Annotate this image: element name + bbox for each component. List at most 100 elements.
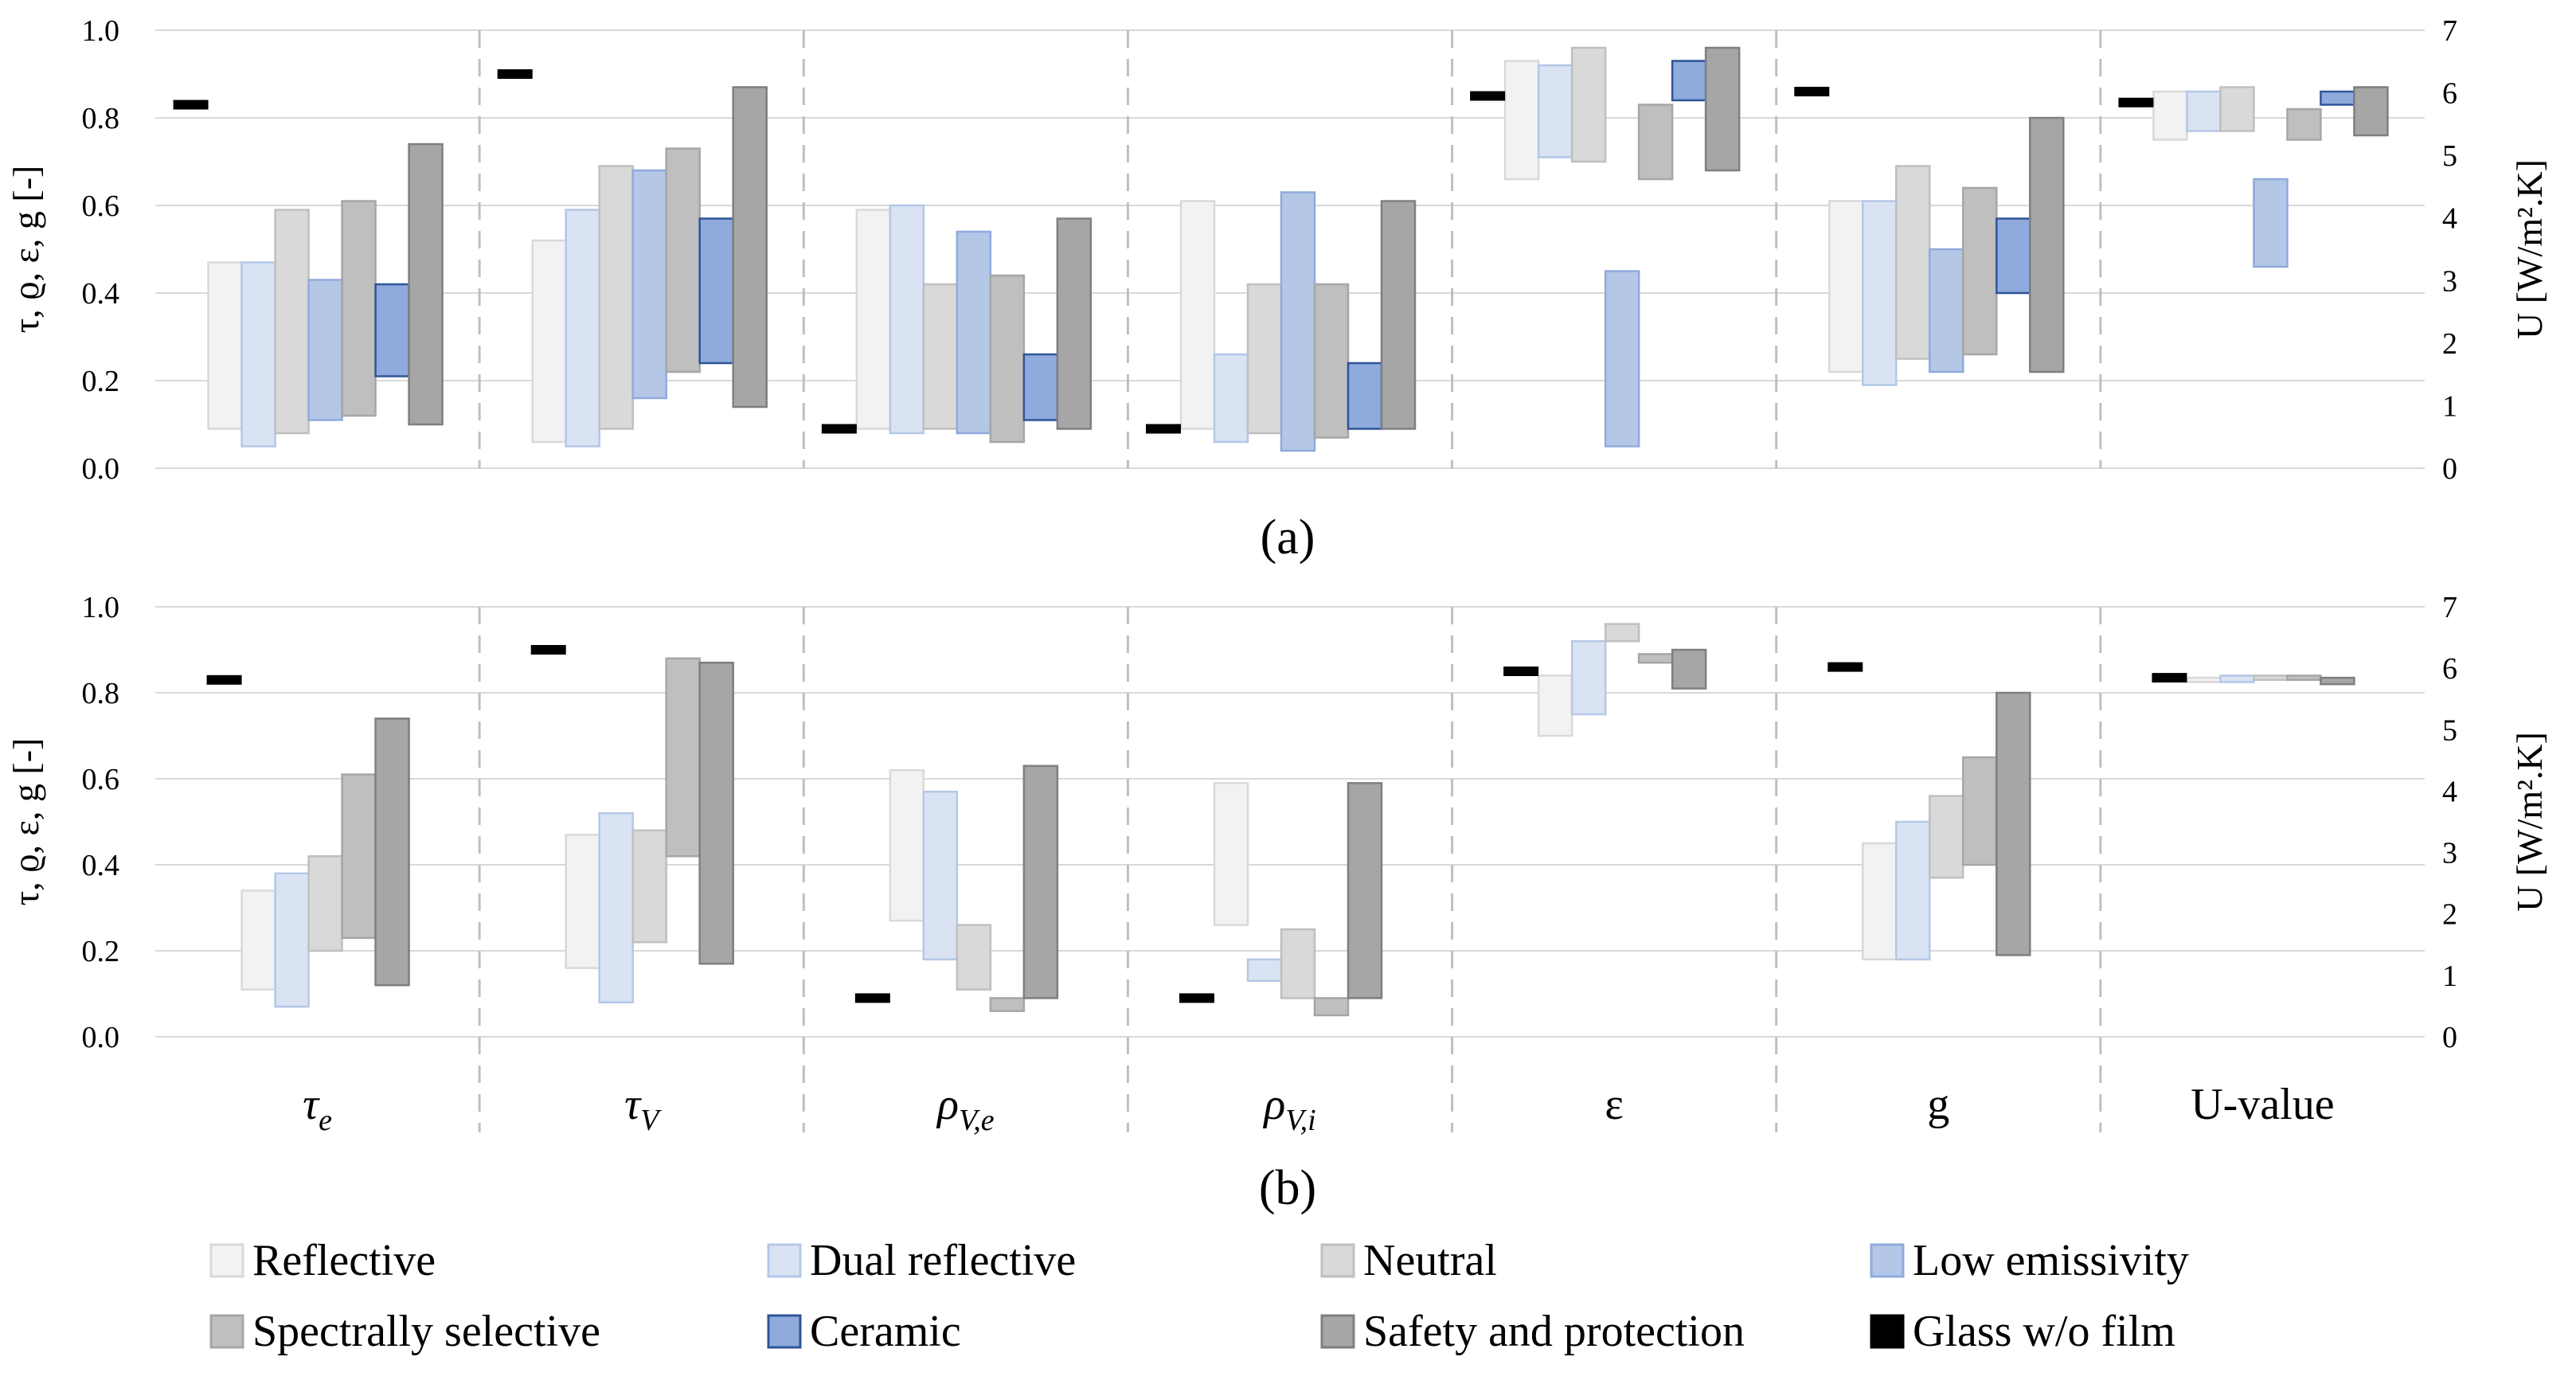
category-label: τV	[624, 1080, 662, 1137]
y-tick-label: 0.8	[82, 102, 120, 135]
panel-label: (b)	[1259, 1161, 1316, 1215]
y2-tick-label: 2	[2442, 898, 2457, 932]
bar-dual-reflective-4	[1570, 639, 1607, 716]
bar-neutral-3	[1246, 283, 1283, 435]
bar-reflective-6	[2186, 676, 2222, 683]
bar-ceramic-2	[1022, 353, 1059, 421]
y2-tick-label: 4	[2442, 202, 2457, 236]
y2-tick-label: 7	[2442, 14, 2457, 48]
bar-neutral-4	[1604, 623, 1640, 643]
bar-spectrally-selective-4	[1637, 653, 1674, 664]
bar-safety-and-protection-1	[732, 86, 768, 409]
bar-dual-reflective-2	[922, 790, 959, 961]
legend-label-low-emissivity: Low emissivity	[1913, 1236, 2189, 1285]
bar-dual-reflective-5	[1895, 820, 1931, 961]
bar-dual-reflective-4	[1537, 64, 1573, 158]
y2-tick-label: 3	[2442, 837, 2457, 870]
bar-reflective-5	[1862, 842, 1898, 961]
bar-reflective-3	[1213, 782, 1249, 926]
bar-reflective-5	[1828, 200, 1864, 373]
bar-safety-and-protection-6	[2320, 676, 2355, 686]
bar-low-emissivity-5	[1929, 248, 1964, 373]
y2-tick-label: 3	[2442, 264, 2457, 298]
y2-tick-label: 7	[2442, 591, 2457, 624]
y-tick-label: 0.4	[82, 277, 120, 311]
bar-low-emissivity-1	[631, 169, 667, 400]
bar-dual-reflective-6	[2219, 674, 2255, 683]
legend-label-neutral: Neutral	[1363, 1236, 1497, 1285]
bar-ceramic-5	[1996, 217, 2031, 295]
glass-without-film-marker-5	[1827, 662, 1863, 672]
bar-spectrally-selective-5	[1962, 756, 1998, 866]
bar-dual-reflective-3	[1246, 958, 1283, 983]
bar-ceramic-0	[374, 283, 410, 377]
legend-swatch-low-emissivity	[1870, 1243, 1905, 1278]
bar-neutral-1	[631, 829, 667, 944]
glass-without-film-marker-2	[821, 424, 857, 434]
y2-tick-label: 6	[2442, 77, 2457, 111]
bar-safety-and-protection-0	[408, 143, 444, 426]
bar-safety-and-protection-4	[1671, 648, 1707, 690]
bar-spectrally-selective-2	[989, 997, 1026, 1012]
y2-axis-label: U [W/m².K]	[2509, 732, 2550, 912]
bar-reflective-1	[565, 833, 600, 969]
bar-spectrally-selective-3	[1313, 283, 1350, 439]
glass-without-film-marker-5	[1794, 87, 1830, 96]
bar-neutral-0	[307, 854, 343, 952]
y-axis-label: τ, ϱ, ε, g [-]	[6, 738, 46, 906]
bar-safety-and-protection-2	[1056, 217, 1093, 430]
legend-swatch-dual-reflective	[767, 1243, 802, 1278]
glass-without-film-marker-2	[854, 993, 890, 1003]
bar-spectrally-selective-2	[989, 274, 1026, 444]
glass-without-film-marker-6	[2152, 673, 2187, 683]
category-label: U-value	[2191, 1080, 2334, 1129]
glass-without-film-marker-1	[497, 69, 533, 79]
legend-label-safety-and-protection: Safety and protection	[1363, 1307, 1745, 1356]
y-tick-label: 0.2	[82, 935, 120, 968]
bar-safety-and-protection-1	[698, 661, 734, 965]
bar-neutral-4	[1570, 46, 1607, 163]
bar-neutral-2	[922, 283, 959, 430]
y-tick-label: 0.6	[82, 763, 120, 796]
category-label: g	[1927, 1080, 1949, 1129]
legend-swatch-glass-w-o-film	[1870, 1314, 1905, 1349]
bar-low-emissivity-2	[956, 230, 992, 435]
bar-safety-and-protection-4	[1704, 46, 1741, 172]
bar-dual-reflective-0	[240, 261, 276, 448]
category-labels: τe τV ρV,e ρV,i ε g U-value	[303, 1080, 2334, 1137]
y-tick-label: 0.2	[82, 365, 120, 398]
bar-reflective-2	[855, 209, 892, 430]
y2-tick-label: 5	[2442, 714, 2457, 747]
y2-tick-label: 0	[2442, 1021, 2457, 1054]
glass-without-film-marker-1	[530, 645, 566, 655]
bar-neutral-2	[956, 924, 992, 991]
bar-low-emissivity-6	[2253, 178, 2289, 268]
y-tick-label: 0.4	[82, 849, 120, 882]
bar-low-emissivity-0	[307, 279, 343, 421]
legend-swatch-reflective	[209, 1243, 244, 1278]
bar-neutral-6	[2253, 674, 2289, 682]
bar-spectrally-selective-6	[2286, 108, 2322, 141]
y2-tick-label: 1	[2442, 960, 2457, 993]
bar-reflective-4	[1503, 60, 1540, 181]
bar-safety-and-protection-3	[1380, 200, 1417, 430]
bar-low-emissivity-3	[1280, 191, 1316, 452]
bar-spectrally-selective-3	[1313, 997, 1350, 1017]
y2-axis-label: U [W/m².K]	[2509, 159, 2550, 339]
category-label: ε	[1605, 1080, 1624, 1129]
bar-ceramic-4	[1671, 60, 1707, 102]
glass-without-film-marker-0	[173, 100, 209, 110]
legend-swatch-safety-and-protection	[1320, 1314, 1355, 1349]
bar-neutral-5	[1929, 795, 1964, 879]
bar-reflective-2	[889, 768, 925, 922]
legend: Reflective Dual reflective Neutral Low emis…	[209, 1236, 2189, 1356]
legend-label-dual-reflective: Dual reflective	[810, 1236, 1076, 1285]
y2-tick-label: 5	[2442, 139, 2457, 173]
bar-safety-and-protection-5	[2029, 116, 2065, 373]
legend-swatch-neutral	[1320, 1243, 1355, 1278]
y-tick-label: 1.0	[82, 591, 120, 624]
glass-without-film-marker-3	[1179, 993, 1214, 1003]
bar-safety-and-protection-6	[2353, 86, 2389, 137]
legend-label-ceramic: Ceramic	[810, 1307, 961, 1356]
